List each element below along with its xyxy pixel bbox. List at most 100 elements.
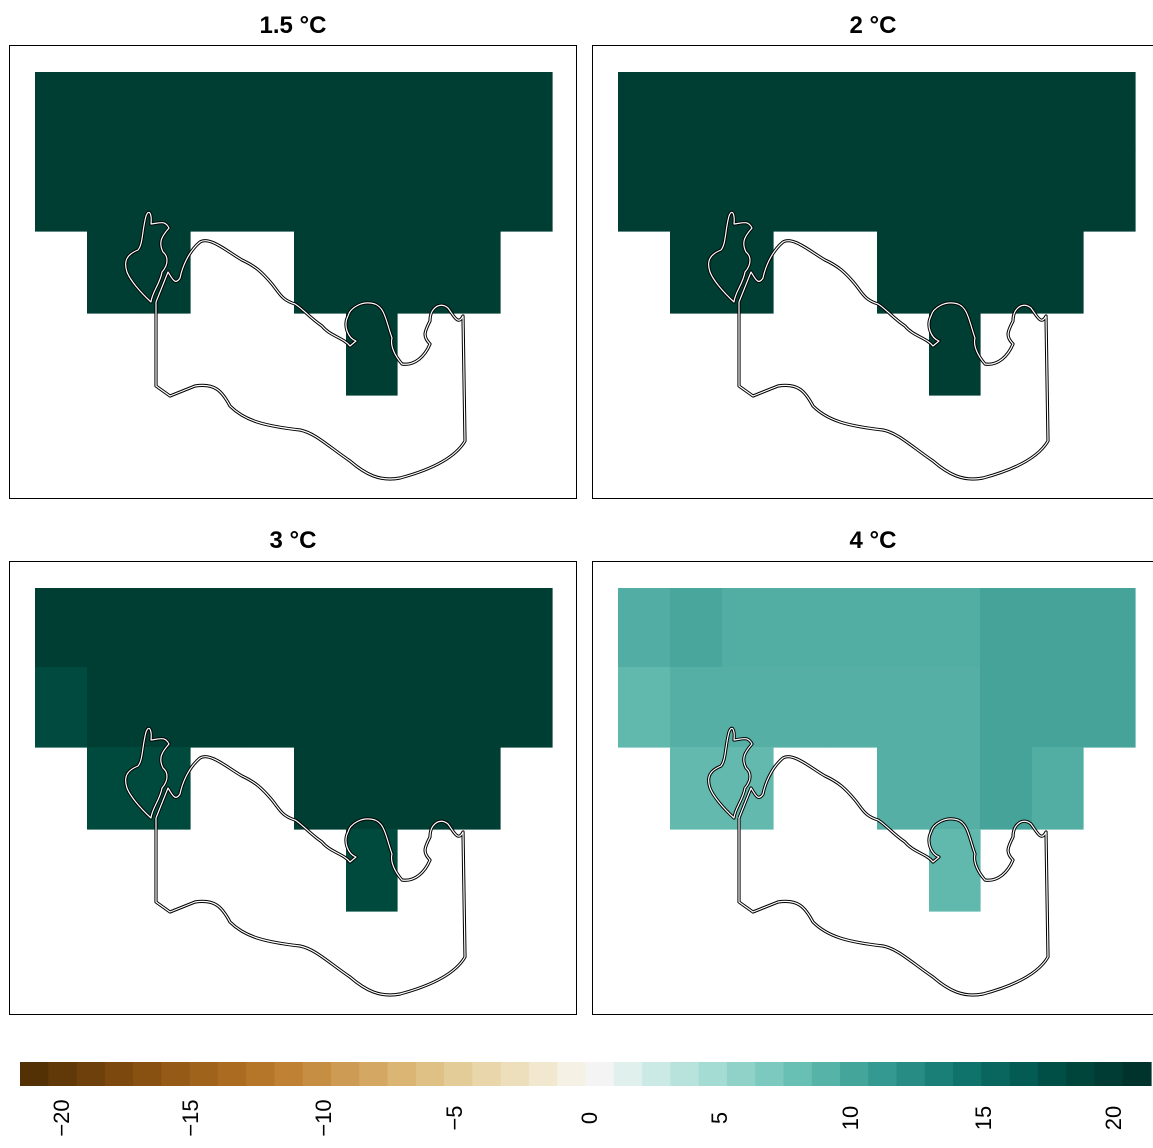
colorbar-swatch <box>839 1062 869 1086</box>
map-svg-1-5c <box>35 72 553 481</box>
grid-cell <box>87 72 140 152</box>
grid-cell <box>1032 151 1084 232</box>
grid-cell <box>87 151 140 232</box>
colorbar-swatch <box>246 1062 276 1086</box>
grid-cell <box>294 747 347 830</box>
grid-cell <box>1083 588 1136 668</box>
grid-cell <box>397 588 450 668</box>
grid-cell <box>242 588 295 668</box>
grid-cell <box>397 151 450 232</box>
colorbar-swatch <box>76 1062 106 1086</box>
grid-cell <box>618 588 671 668</box>
colorbar-swatch <box>924 1062 954 1086</box>
grid-cell <box>877 72 930 152</box>
grid-cell <box>190 588 243 668</box>
grid-cell <box>397 747 450 830</box>
grid-cell <box>722 667 774 748</box>
grid-cell <box>929 588 981 668</box>
grid-cell <box>449 231 501 314</box>
grid-cell <box>35 72 88 152</box>
colorbar-tick: 10 <box>838 1105 863 1131</box>
grid-cell <box>449 72 501 152</box>
grid-cell <box>670 151 723 232</box>
grid-cell <box>773 667 826 748</box>
grid-cell <box>825 151 878 232</box>
colorbar-tick: 20 <box>1101 1105 1126 1131</box>
grid-cell <box>500 72 553 152</box>
grid-cell <box>294 151 347 232</box>
grid-cell <box>670 667 723 748</box>
grid-cell <box>294 588 347 668</box>
colorbar-swatch <box>104 1062 134 1086</box>
grid-cell <box>500 151 553 232</box>
colorbar-swatch <box>896 1062 926 1086</box>
colorbar <box>20 1062 1152 1086</box>
grid-cell <box>346 231 398 314</box>
colorbar-swatch <box>953 1062 982 1086</box>
grid-cell <box>773 151 826 232</box>
grid-cell <box>190 72 243 152</box>
grid-cell <box>346 151 398 232</box>
grid-cell <box>1032 667 1084 748</box>
colorbar-swatch <box>48 1062 78 1086</box>
panel-title-1-5c: 1.5 °C <box>259 12 327 39</box>
colorbar-swatch <box>302 1062 332 1086</box>
country-outline <box>707 210 1050 481</box>
colorbar-swatch <box>444 1062 473 1086</box>
grid-cell <box>877 667 930 748</box>
colorbar-swatch <box>1037 1062 1067 1086</box>
map-panel-1-5c <box>9 45 577 499</box>
colorbar-swatch <box>585 1062 615 1086</box>
grid-cell <box>346 829 398 912</box>
colorbar-swatch <box>557 1062 587 1086</box>
colorbar-tick: 0 <box>577 1111 602 1125</box>
grid-cell <box>980 151 1033 232</box>
grid-cell <box>294 72 347 152</box>
grid-cell <box>449 667 501 748</box>
grid-cell <box>1032 72 1084 152</box>
panel-title-4c: 4 °C <box>849 527 897 554</box>
grid-cell <box>980 231 1033 314</box>
panel-title-3c: 3 °C <box>269 527 317 554</box>
grid-cell <box>242 667 295 748</box>
grid-cell <box>87 231 140 314</box>
grid-cell <box>825 588 878 668</box>
colorbar-swatch <box>274 1062 304 1086</box>
colorbar-swatch <box>783 1062 813 1086</box>
colorbar-swatch <box>217 1062 247 1086</box>
colorbar-swatch <box>20 1062 49 1086</box>
grid-cell <box>87 588 140 668</box>
grid-cell <box>346 313 398 396</box>
grid-cell <box>722 588 774 668</box>
grid-cell <box>1032 747 1084 830</box>
colorbar-tick: −20 <box>49 1099 74 1137</box>
map-svg-4c <box>618 588 1136 997</box>
grid-cell <box>773 588 826 668</box>
grid-cell <box>397 72 450 152</box>
grid-cell <box>618 667 671 748</box>
map-panel-2c <box>592 45 1153 499</box>
colorbar-swatch <box>1009 1062 1039 1086</box>
colorbar-swatch <box>500 1062 530 1086</box>
colorbar-swatch <box>528 1062 558 1086</box>
colorbar-swatch <box>1122 1062 1152 1086</box>
colorbar-swatch <box>189 1062 219 1086</box>
colorbar-swatch <box>359 1062 389 1086</box>
colorbar-tick: −15 <box>178 1099 203 1137</box>
colorbar-swatch <box>331 1062 360 1086</box>
colorbar-swatch <box>670 1062 700 1086</box>
grid-cell <box>618 151 671 232</box>
grid-cell <box>449 588 501 668</box>
panel-title-2c: 2 °C <box>849 12 897 39</box>
grid-cell <box>449 151 501 232</box>
grid-cell <box>87 747 140 830</box>
grid-cell <box>980 667 1033 748</box>
colorbar-swatch <box>755 1062 785 1086</box>
colorbar-swatch <box>472 1062 502 1086</box>
grid-cell <box>929 313 981 396</box>
grid-cell <box>929 151 981 232</box>
grid-cell <box>1083 72 1136 152</box>
grid-cell <box>877 747 930 830</box>
country-outline <box>707 726 1050 997</box>
grid-cell <box>87 667 140 748</box>
